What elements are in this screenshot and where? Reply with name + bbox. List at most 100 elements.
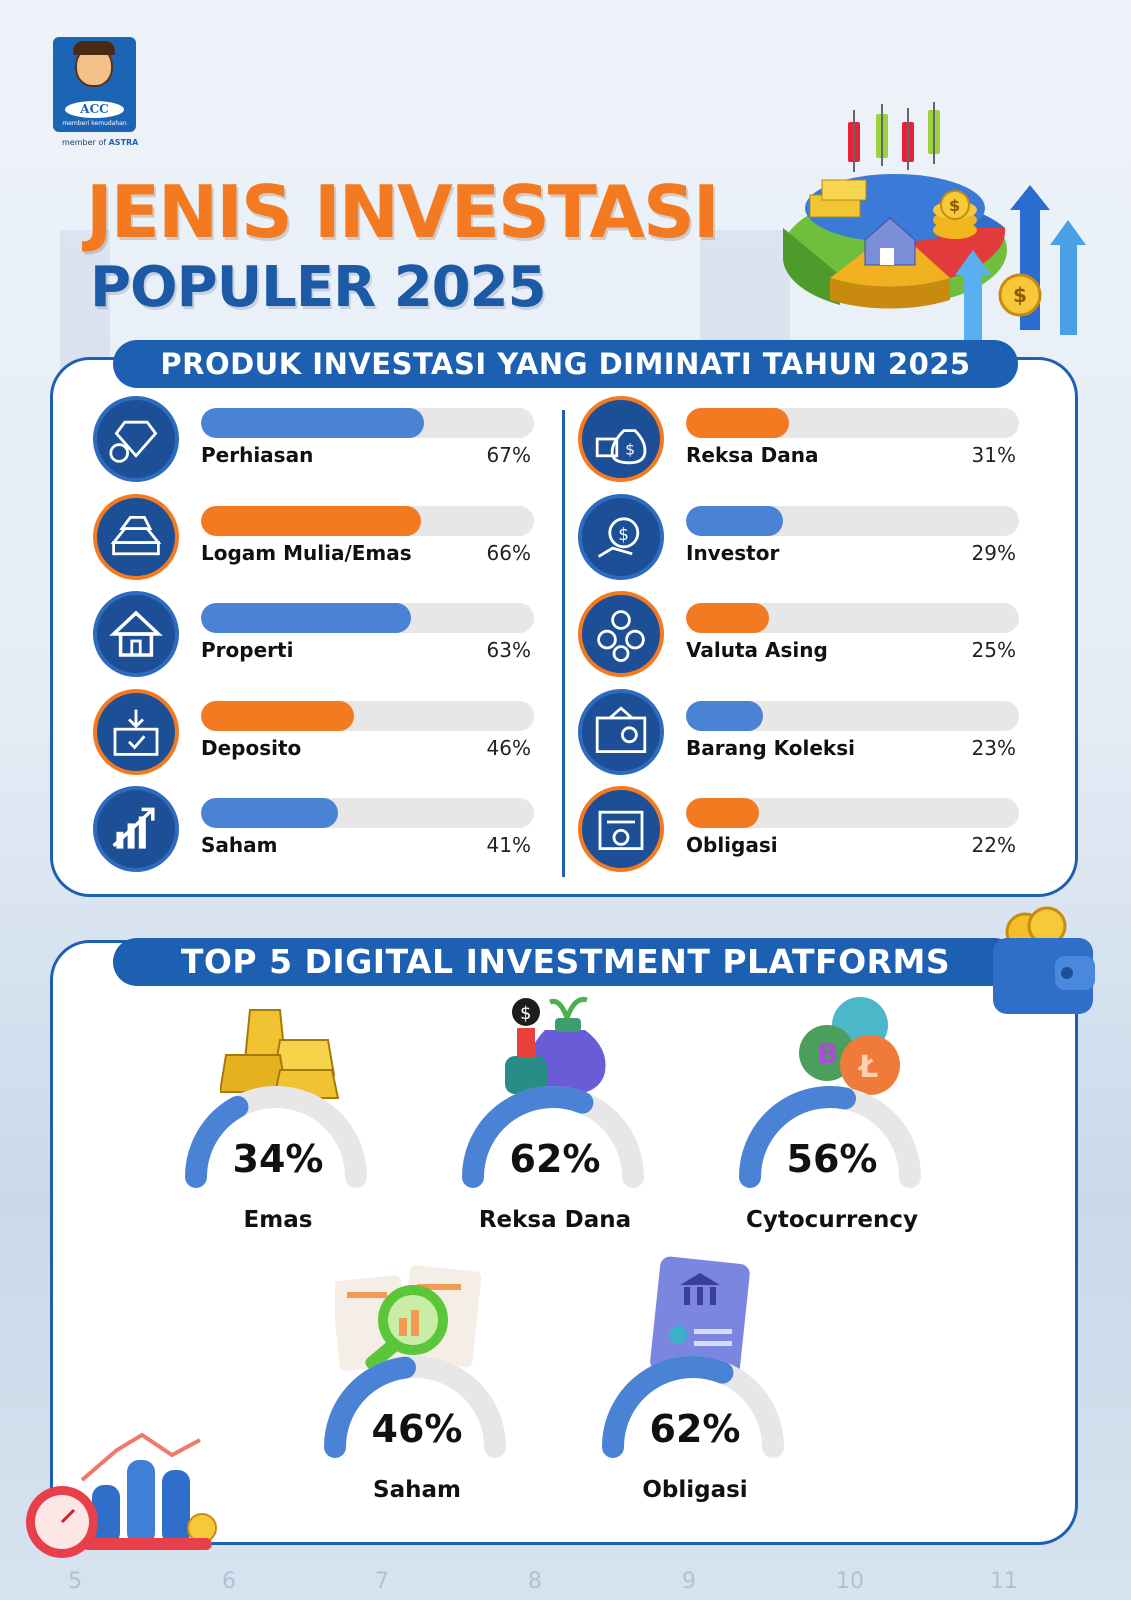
page-title: JENIS INVESTASI <box>86 170 720 254</box>
progress-track <box>686 603 1019 633</box>
magnifier-report-icon <box>335 1265 482 1371</box>
investor-icon: $ <box>578 493 664 580</box>
growth-chart-clock-icon <box>26 1432 217 1558</box>
svg-text:$: $ <box>949 196 960 215</box>
money-bag-plant-icon: $ <box>505 996 606 1095</box>
progress-fill <box>201 603 411 633</box>
investment-percent: 63% <box>486 638 531 662</box>
bank-document-icon <box>650 1256 750 1379</box>
investment-percent: 41% <box>486 833 531 857</box>
house-icon <box>93 591 179 677</box>
investment-label: Properti <box>201 638 294 662</box>
stock-chart-icon <box>93 786 179 872</box>
investment-row: Barang Koleksi 23% <box>578 688 1019 775</box>
gauge-value: 56% <box>786 1137 878 1181</box>
gauge-fill <box>462 1086 594 1188</box>
axis-number: 6 <box>222 1569 236 1594</box>
investment-row: Logam Mulia/Emas 66% <box>93 493 534 580</box>
progress-fill <box>201 505 421 536</box>
investment-percent: 23% <box>971 735 1016 760</box>
progress-track <box>686 700 1019 731</box>
painting-icon <box>578 688 664 775</box>
progress-fill <box>201 408 425 438</box>
section1-banner: PRODUK INVESTASI YANG DIMINATI TAHUN 202… <box>113 340 1018 388</box>
gauge-fill <box>602 1356 734 1458</box>
gauge-fill <box>739 1086 856 1188</box>
gauge-label: Reksa Dana <box>478 1207 632 1233</box>
investment-label: Logam Mulia/Emas <box>201 540 412 565</box>
page-subtitle: POPULER 2025 <box>90 255 547 320</box>
gauge-label: Emas <box>243 1207 313 1233</box>
svg-text:Ł: Ł <box>857 1050 878 1085</box>
investment-percent: 22% <box>971 833 1016 857</box>
axis-number: 5 <box>68 1569 82 1594</box>
gauge-label: Saham <box>373 1477 461 1503</box>
investment-percent: 67% <box>486 443 531 467</box>
deposit-icon <box>93 688 179 775</box>
pie-chart-investment-icon: $ $ <box>783 102 1086 360</box>
section2-banner: TOP 5 DIGITAL INVESTMENT PLATFORMS <box>113 938 1018 986</box>
investment-percent: 66% <box>486 540 531 565</box>
progress-track <box>201 700 534 731</box>
bond-certificate-icon <box>578 786 664 872</box>
investment-label: Obligasi <box>686 833 778 857</box>
progress-track <box>201 798 534 828</box>
axis-number: 8 <box>528 1569 542 1594</box>
progress-fill <box>201 798 338 828</box>
progress-track <box>201 408 534 438</box>
progress-fill <box>201 700 355 731</box>
investment-row: Valuta Asing 25% <box>578 591 1019 677</box>
jewelry-icon <box>93 396 179 482</box>
gauge-value: 34% <box>232 1137 324 1181</box>
gold-bars-icon <box>220 1009 340 1099</box>
platform-gauge: 34% Emas <box>183 1085 383 1235</box>
acc-logo: ACC memberi kemudahan <box>53 37 136 132</box>
investment-label: Deposito <box>201 735 302 760</box>
gauge-label: Cytocurrency <box>746 1207 918 1233</box>
gauge-fill <box>185 1095 249 1188</box>
investment-percent: 31% <box>971 443 1016 467</box>
currency-exchange-icon <box>578 591 664 677</box>
column-divider <box>562 410 565 877</box>
progress-track <box>686 408 1019 438</box>
svg-text:$: $ <box>1013 283 1027 307</box>
axis-number: 9 <box>682 1569 696 1594</box>
investment-percent: 46% <box>486 735 531 760</box>
progress-fill <box>686 603 770 633</box>
axis-number: 11 <box>990 1569 1018 1594</box>
gauge-value: 62% <box>509 1137 601 1181</box>
gauge-value: 46% <box>371 1407 463 1451</box>
progress-track <box>686 798 1019 828</box>
investment-label: Valuta Asing <box>686 638 828 662</box>
investment-row: Properti 63% <box>93 591 534 677</box>
axis-number: 7 <box>375 1569 389 1594</box>
gauge-fill <box>324 1356 416 1458</box>
investment-row: $ Investor 29% <box>578 493 1019 580</box>
gold-bars-icon <box>93 493 179 580</box>
progress-fill <box>686 505 783 536</box>
investment-label: Perhiasan <box>201 443 314 467</box>
background-axis-labels: 5 6 7 8 9 10 11 <box>0 1564 1131 1594</box>
money-bag-icon: $ <box>578 396 664 482</box>
investment-row: $ Reksa Dana 31% <box>578 396 1019 482</box>
investment-row: Deposito 46% <box>93 688 534 775</box>
crypto-coins-icon: B Ł <box>799 997 900 1095</box>
investment-label: Saham <box>201 833 278 857</box>
svg-text:B: B <box>817 1037 838 1070</box>
svg-text:$: $ <box>618 523 629 543</box>
progress-fill <box>686 798 760 828</box>
progress-fill <box>686 408 790 438</box>
member-of-text: member of ASTRA <box>62 138 139 147</box>
platform-gauge: 62% Obligasi <box>600 1355 800 1505</box>
investment-label: Investor <box>686 540 780 565</box>
progress-track <box>686 505 1019 536</box>
investment-percent: 25% <box>971 638 1016 662</box>
investment-label: Reksa Dana <box>686 443 819 467</box>
svg-text:$: $ <box>520 1003 531 1024</box>
gauge-value: 62% <box>649 1407 741 1451</box>
progress-fill <box>686 700 763 731</box>
platform-gauge: 46% Saham <box>322 1355 522 1505</box>
progress-track <box>201 505 534 536</box>
progress-track <box>201 603 534 633</box>
axis-number: 10 <box>836 1569 864 1594</box>
